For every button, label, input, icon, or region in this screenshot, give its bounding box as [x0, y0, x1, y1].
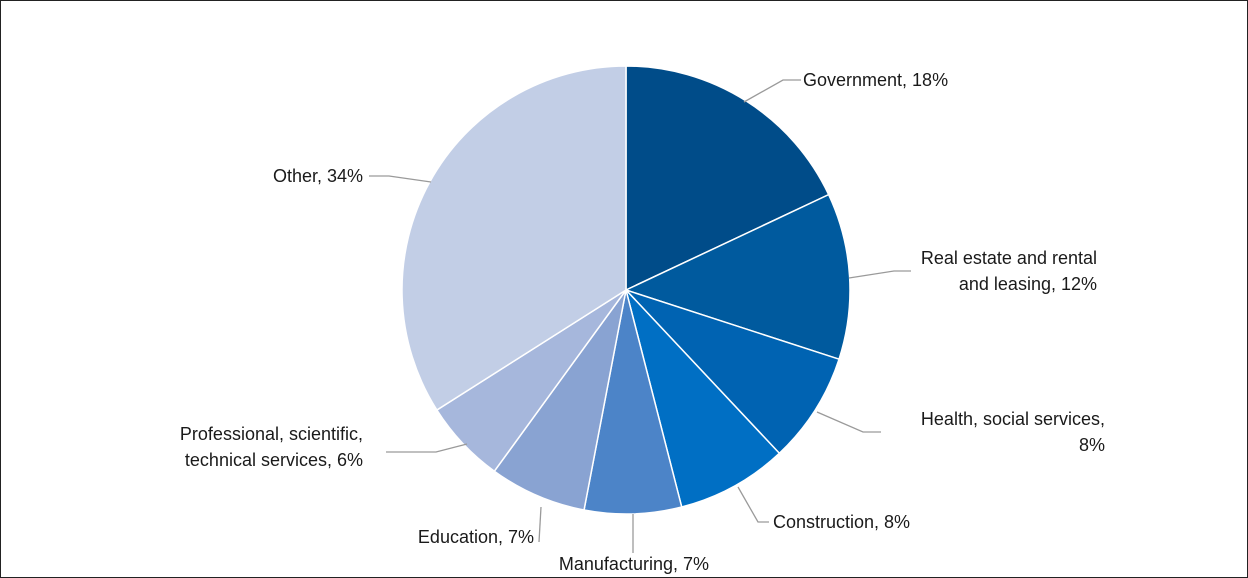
slice-label-real-estate-and-rental-and-leasing: Real estate and rental and leasing, 12% [921, 248, 1097, 294]
slice-label-line: 8% [1079, 435, 1105, 455]
slice-label-line: and leasing, 12% [959, 274, 1097, 294]
slice-label-line: Other, 34% [273, 166, 363, 186]
slice-label-line: Professional, scientific, [180, 424, 363, 444]
pie-slice-health-social-services [625, 289, 840, 455]
slice-label-health-social-services: Health, social services, 8% [921, 409, 1105, 455]
pie-slices [401, 65, 851, 515]
slice-label-line: Health, social services, [921, 409, 1105, 429]
slice-label-professional-scientific-technical-services: Professional, scientific, technical servi… [180, 424, 363, 470]
leader-line-professional-scientific-technical-services [386, 443, 468, 453]
slice-label-construction: Construction, 8% [773, 512, 910, 532]
leader-line-health-social-services [816, 411, 881, 433]
leader-line-construction [737, 486, 769, 523]
slice-label-education: Education, 7% [418, 527, 534, 547]
leader-line-education [538, 506, 542, 543]
slice-label-line: Manufacturing, 7% [559, 554, 709, 574]
leader-line-government [743, 79, 801, 103]
slice-label-line: technical services, 6% [185, 450, 363, 470]
slice-label-line: Construction, 8% [773, 512, 910, 532]
slice-label-other: Other, 34% [273, 166, 363, 186]
slice-label-government: Government, 18% [803, 70, 948, 90]
slice-label-line: Real estate and rental [921, 248, 1097, 268]
slice-labels: Government, 18% Real estate and rental and… [180, 70, 1105, 574]
leader-line-other [369, 175, 432, 183]
leader-line-real-estate-and-rental-and-leasing [848, 270, 911, 279]
slice-label-line: Education, 7% [418, 527, 534, 547]
leader-lines [369, 79, 911, 553]
pie-slice-real-estate-and-rental-and-leasing [623, 193, 851, 361]
slice-label-line: Government, 18% [803, 70, 948, 90]
pie-slice-construction [625, 289, 781, 508]
slice-label-manufacturing: Manufacturing, 7% [559, 554, 709, 574]
